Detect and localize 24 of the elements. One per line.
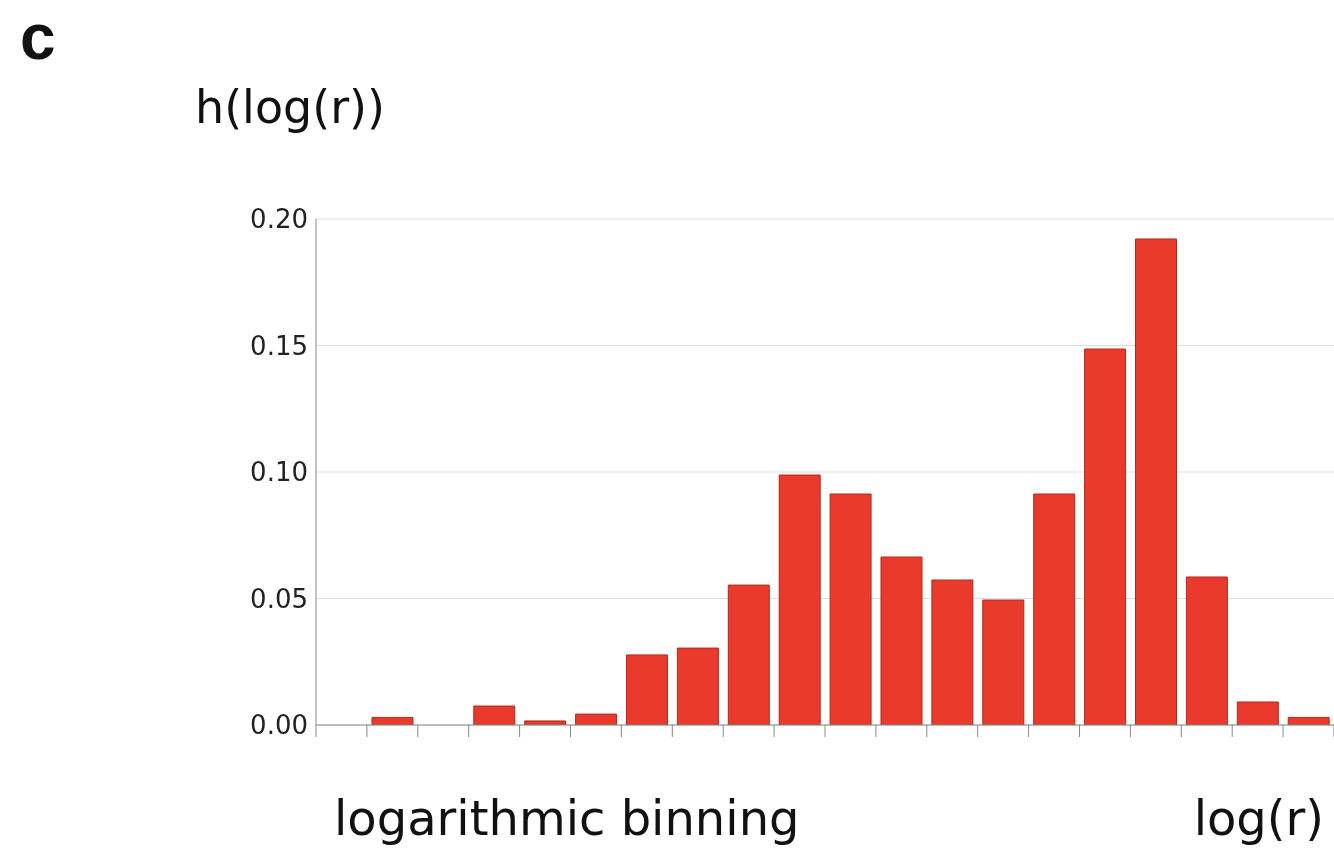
text: logarithmic binning [334, 790, 800, 846]
bar [473, 705, 516, 725]
bar [1134, 238, 1177, 725]
bar [575, 713, 618, 725]
bar [931, 579, 974, 725]
x-axis-title: log(r) [1193, 790, 1324, 846]
bar [778, 474, 821, 725]
bar [727, 584, 770, 725]
y-axis-title: h(log(r)) [195, 80, 385, 134]
bar [829, 493, 872, 725]
y-tick-label: 0.00 [250, 710, 308, 741]
bar [625, 654, 668, 725]
y-tick-label: 0.10 [250, 457, 308, 488]
y-tick-label: 0.15 [250, 330, 308, 361]
bar [880, 556, 923, 725]
y-tick-label: 0.20 [250, 204, 308, 235]
y-tick-label: 0.05 [250, 583, 308, 614]
bar [1084, 348, 1127, 725]
bar [676, 647, 719, 725]
bar [1236, 701, 1279, 725]
bar [1185, 576, 1228, 725]
bar [982, 599, 1025, 725]
text: c [20, 0, 56, 74]
bar [1033, 493, 1076, 725]
